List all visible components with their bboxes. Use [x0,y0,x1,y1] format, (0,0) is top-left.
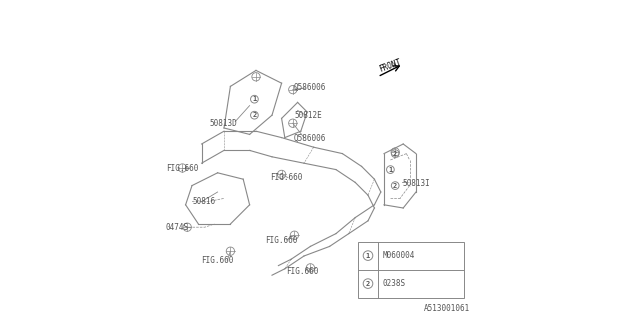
Text: FIG.660: FIG.660 [166,164,199,172]
Text: FRONT: FRONT [378,58,403,74]
Text: 50813D: 50813D [210,119,237,128]
Text: 1: 1 [366,252,370,259]
Text: FIG.660: FIG.660 [285,267,318,276]
Text: 1: 1 [252,96,257,102]
Text: Q586006: Q586006 [294,83,326,92]
Text: 2: 2 [252,112,257,118]
Text: Q586006: Q586006 [294,134,326,143]
Text: 0238S: 0238S [383,279,406,288]
Text: 2: 2 [366,281,370,287]
FancyBboxPatch shape [358,242,464,298]
Text: 0474S: 0474S [166,223,189,232]
Text: FIG.660: FIG.660 [265,236,298,245]
Text: 1: 1 [388,167,392,172]
Text: FIG.660: FIG.660 [201,256,234,265]
Text: 50812E: 50812E [294,111,322,120]
Text: 2: 2 [393,183,397,188]
Text: M060004: M060004 [383,251,415,260]
Text: 50813I: 50813I [403,179,430,188]
Text: FIG.660: FIG.660 [270,173,303,182]
Text: 50816: 50816 [192,197,215,206]
Text: A513001061: A513001061 [424,304,470,313]
Text: 2: 2 [393,151,397,156]
